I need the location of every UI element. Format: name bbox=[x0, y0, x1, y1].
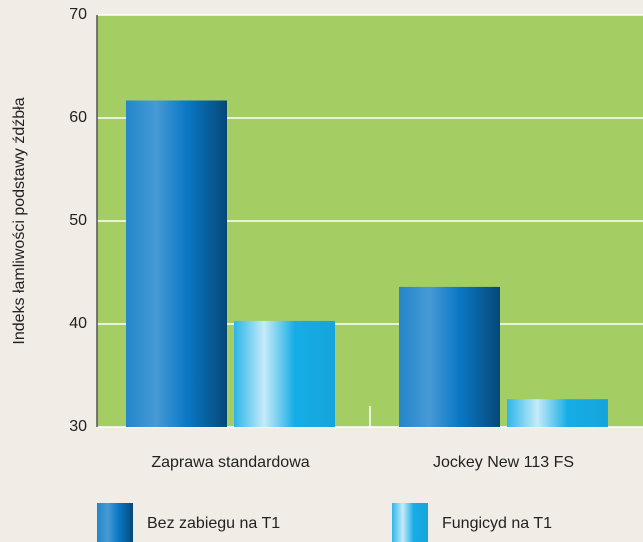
y-tick-label: 30 bbox=[69, 418, 87, 435]
x-tick-label: Jockey New 113 FS bbox=[433, 454, 574, 471]
legend-swatch bbox=[97, 503, 133, 542]
legend-label: Fungicyd na T1 bbox=[442, 515, 552, 532]
bar bbox=[399, 286, 500, 427]
bar bbox=[507, 399, 608, 427]
y-tick-label: 70 bbox=[69, 6, 87, 23]
bar bbox=[234, 320, 335, 427]
y-tick-label: 40 bbox=[69, 315, 87, 332]
x-tick-label: Zaprawa standardowa bbox=[151, 454, 309, 471]
y-tick-label: 50 bbox=[69, 212, 87, 229]
bar bbox=[126, 100, 227, 428]
y-axis-label: Indeks łamliwości podstawy źdźbła bbox=[11, 97, 28, 344]
y-tick-label: 60 bbox=[69, 109, 87, 126]
legend-label: Bez zabiegu na T1 bbox=[147, 515, 280, 532]
legend-swatch bbox=[392, 503, 428, 542]
